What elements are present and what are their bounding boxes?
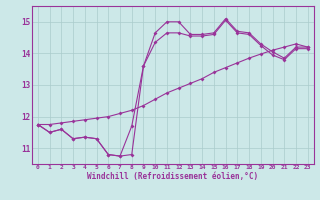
X-axis label: Windchill (Refroidissement éolien,°C): Windchill (Refroidissement éolien,°C) xyxy=(87,172,258,181)
